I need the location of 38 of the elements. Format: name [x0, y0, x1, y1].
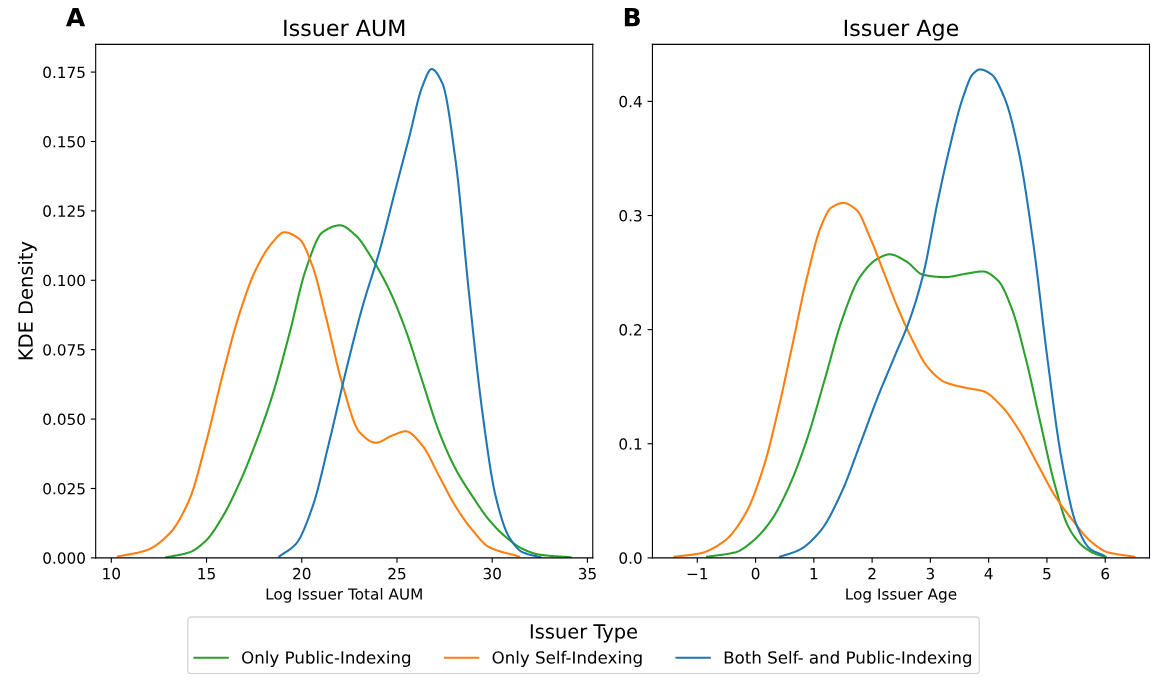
text: B	[624, 8, 640, 27]
y-tick-label: 0.000	[43, 552, 85, 564]
x-axis-title: Log Issuer Age	[846, 588, 957, 603]
x-tick-label: 35	[578, 567, 596, 580]
y-tick-label: 0.3	[619, 209, 642, 222]
x-tick-label: 2	[868, 567, 876, 580]
x-tick-label: −1	[687, 568, 708, 580]
x-tick-label: 20	[293, 567, 311, 580]
y-tick-label: 0.4	[619, 95, 642, 108]
x-axis-title: Log Issuer Total AUM	[266, 587, 422, 603]
y-tick-label: 0.175	[43, 66, 85, 79]
legend-label: Only Public-Indexing	[242, 650, 411, 667]
legend-label: Only Self-Indexing	[492, 650, 642, 667]
y-tick-label: 0.025	[43, 482, 85, 495]
text: A	[65, 8, 86, 27]
x-tick-label: 15	[198, 568, 215, 580]
y-tick-label: 0.125	[43, 205, 85, 217]
y-tick-label: 0.050	[43, 413, 85, 426]
x-tick-label: 0	[751, 567, 760, 580]
chart-title: Issuer Age	[844, 19, 959, 41]
x-tick-label: 25	[388, 567, 406, 580]
x-tick-label: 3	[926, 567, 935, 580]
x-tick-label: 5	[1043, 568, 1051, 580]
x-tick-label: 4	[984, 568, 993, 580]
y-tick-label: 0.150	[43, 135, 85, 148]
chart-title: Issuer AUM	[284, 19, 405, 37]
y-tick-label: 0.2	[619, 324, 642, 336]
x-tick-label: 6	[1101, 567, 1110, 580]
x-tick-label: 30	[483, 567, 501, 580]
y-tick-label: 0.100	[43, 274, 85, 287]
y-tick-label: 0.075	[43, 344, 85, 356]
y-axis-title: KDE Density	[17, 241, 37, 360]
y-tick-label: 0.0	[619, 552, 642, 564]
x-tick-label: 10	[103, 567, 121, 580]
legend-label: Both Self- and Public-Indexing	[724, 650, 972, 667]
y-tick-label: 0.1	[619, 438, 642, 450]
x-tick-label: 1	[810, 568, 818, 580]
legend-title: Issuer Type	[530, 624, 638, 643]
